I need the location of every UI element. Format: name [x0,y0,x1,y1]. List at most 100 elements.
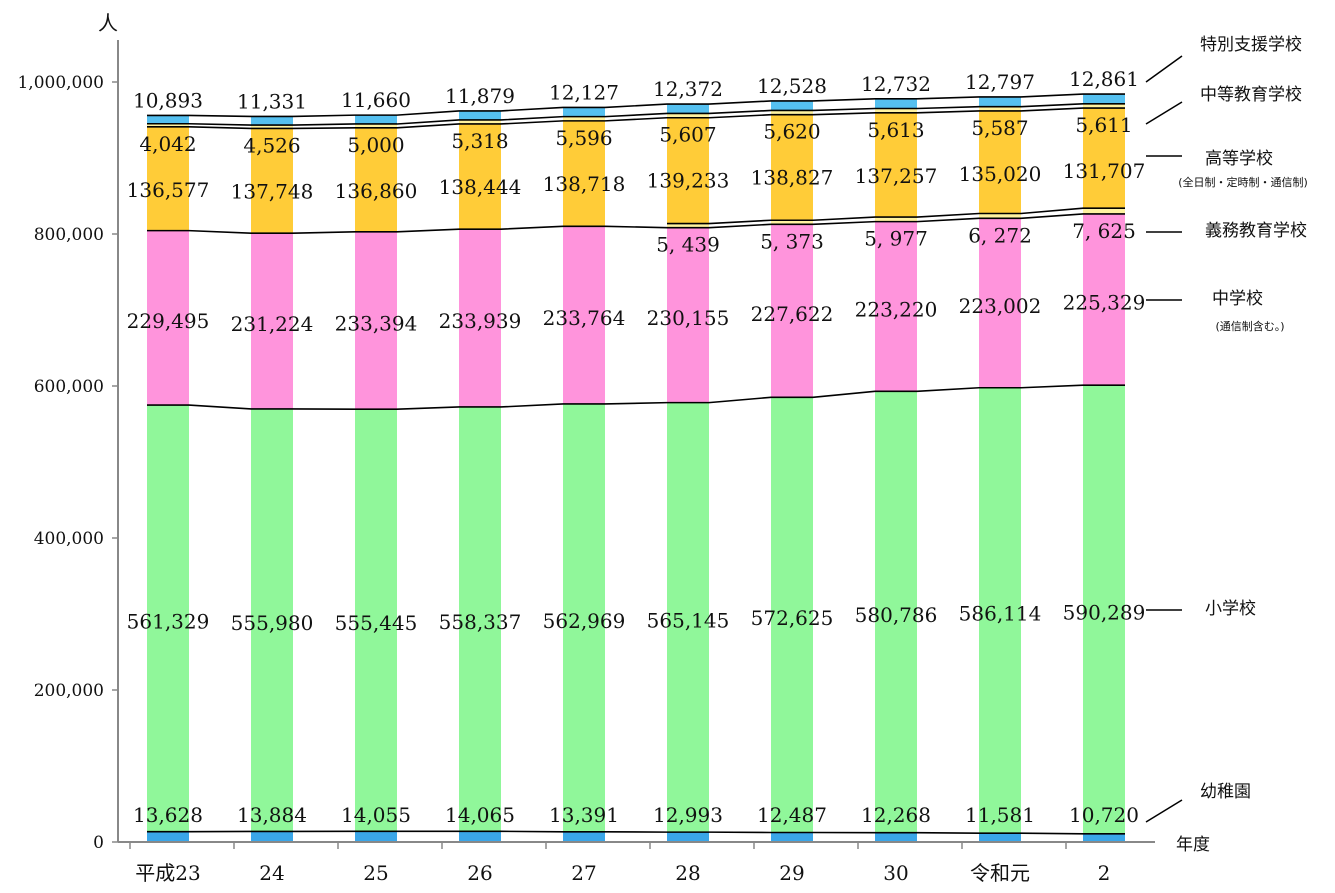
value-label: 5,587 [971,116,1028,140]
bar-segment [459,229,501,407]
bar-segment [979,833,1021,842]
bar-segment [771,114,813,221]
line-junior-high-top [147,213,1125,234]
value-label: 12,732 [861,72,931,96]
bar-segment [1083,213,1125,386]
bar-segment [667,104,709,114]
bar-segment [979,110,1021,214]
bar-segment [251,831,293,842]
bar-segment [771,100,813,111]
bar-segment [355,409,397,832]
line-kindergarten-top [147,830,1125,835]
value-label: 136,860 [335,179,418,203]
x-tick-label: 26 [467,861,492,885]
x-tick-label: 30 [883,861,908,885]
value-label: 231,224 [231,312,314,336]
bar-segment [459,119,501,124]
x-axis: 平成23 24 25 26 27 28 29 30 令和元 2 年度 [118,835,1210,885]
value-label: 5,000 [347,133,404,157]
value-label: 586,114 [959,601,1042,625]
value-label: 233,764 [543,306,626,330]
value-label: 13,628 [133,803,203,827]
line-compulsory-top [667,207,1125,225]
x-tick-label: 24 [259,861,284,885]
value-label: 12,993 [653,803,723,827]
value-label: 11,581 [965,803,1035,827]
bar-segment [251,233,293,409]
bar-segment [875,112,917,218]
value-label: 5,596 [555,126,612,150]
x-tick-label: 25 [363,861,388,885]
bar-segment [355,123,397,128]
y-tick-label: 400,000 [34,529,104,549]
bar-segment [979,106,1021,111]
bar-segment [563,226,605,404]
value-label: 7, 625 [1072,219,1136,243]
line-high-school-top [147,107,1125,130]
value-label: 139,233 [647,169,730,193]
bar-segment [771,397,813,833]
bar-segment [667,117,709,224]
value-label: 138,444 [439,175,522,199]
bar-segment [1083,208,1125,214]
legend-leader-line [1145,55,1183,83]
legend-label: 小学校 [1205,599,1256,619]
bar-segment [563,120,605,227]
bar-segment [667,227,709,403]
value-label: 12,127 [549,80,619,104]
value-label: 590,289 [1063,601,1146,625]
value-label: 233,394 [335,311,418,335]
bar-segment [1083,833,1125,842]
value-label: 229,495 [127,309,210,333]
bar-segment [355,115,397,124]
legend-label: 義務教育学校 [1205,221,1307,241]
x-tick-label: 29 [779,861,804,885]
value-label: 131,707 [1063,159,1146,183]
bar-segment [563,403,605,832]
legend-leader-line [1145,799,1183,823]
value-label: 223,220 [855,297,938,321]
y-tick-label: 0 [93,833,104,853]
bar-segment [667,113,709,118]
bar-segment [771,220,813,225]
value-label: 11,331 [237,89,307,113]
bar-segment [979,213,1021,219]
value-label: 13,391 [549,803,619,827]
value-label: 14,055 [341,803,411,827]
bar-segment [459,110,501,120]
bar-segment [771,832,813,842]
value-label: 12,528 [757,74,827,98]
line-secondary-top [147,103,1125,126]
bar-segment [1083,108,1125,209]
bar-segment [563,831,605,842]
value-label: 10,720 [1069,803,1139,827]
value-label: 5,613 [867,118,924,142]
y-tick-label: 800,000 [34,225,104,245]
bar-segment [459,123,501,230]
bar-segment [667,402,709,833]
value-label: 136,577 [127,178,210,202]
bar-segment [251,125,293,129]
bar-segment [147,831,189,842]
bar-segment [147,123,189,127]
value-label: 233,939 [439,309,522,333]
bar-segment [875,221,917,392]
legend-note: (通信制含む。) [1215,319,1284,333]
value-label: 580,786 [855,603,938,627]
bar-segment [251,116,293,126]
bar-segment [1083,94,1125,104]
value-label: 572,625 [751,606,834,630]
bar-segment [147,405,189,832]
bar-segment [1083,103,1125,109]
value-label: 11,879 [445,84,515,108]
value-label: 5,611 [1075,113,1132,137]
x-tick-label: 27 [571,861,596,885]
legend-label: 中等教育学校 [1200,85,1302,105]
y-tick-label: 1,000,000 [17,73,104,93]
value-label: 11,660 [341,88,411,112]
value-label: 137,257 [855,164,938,188]
value-label: 14,065 [445,803,515,827]
value-label: 561,329 [127,609,210,633]
value-label: 5,607 [659,123,716,147]
